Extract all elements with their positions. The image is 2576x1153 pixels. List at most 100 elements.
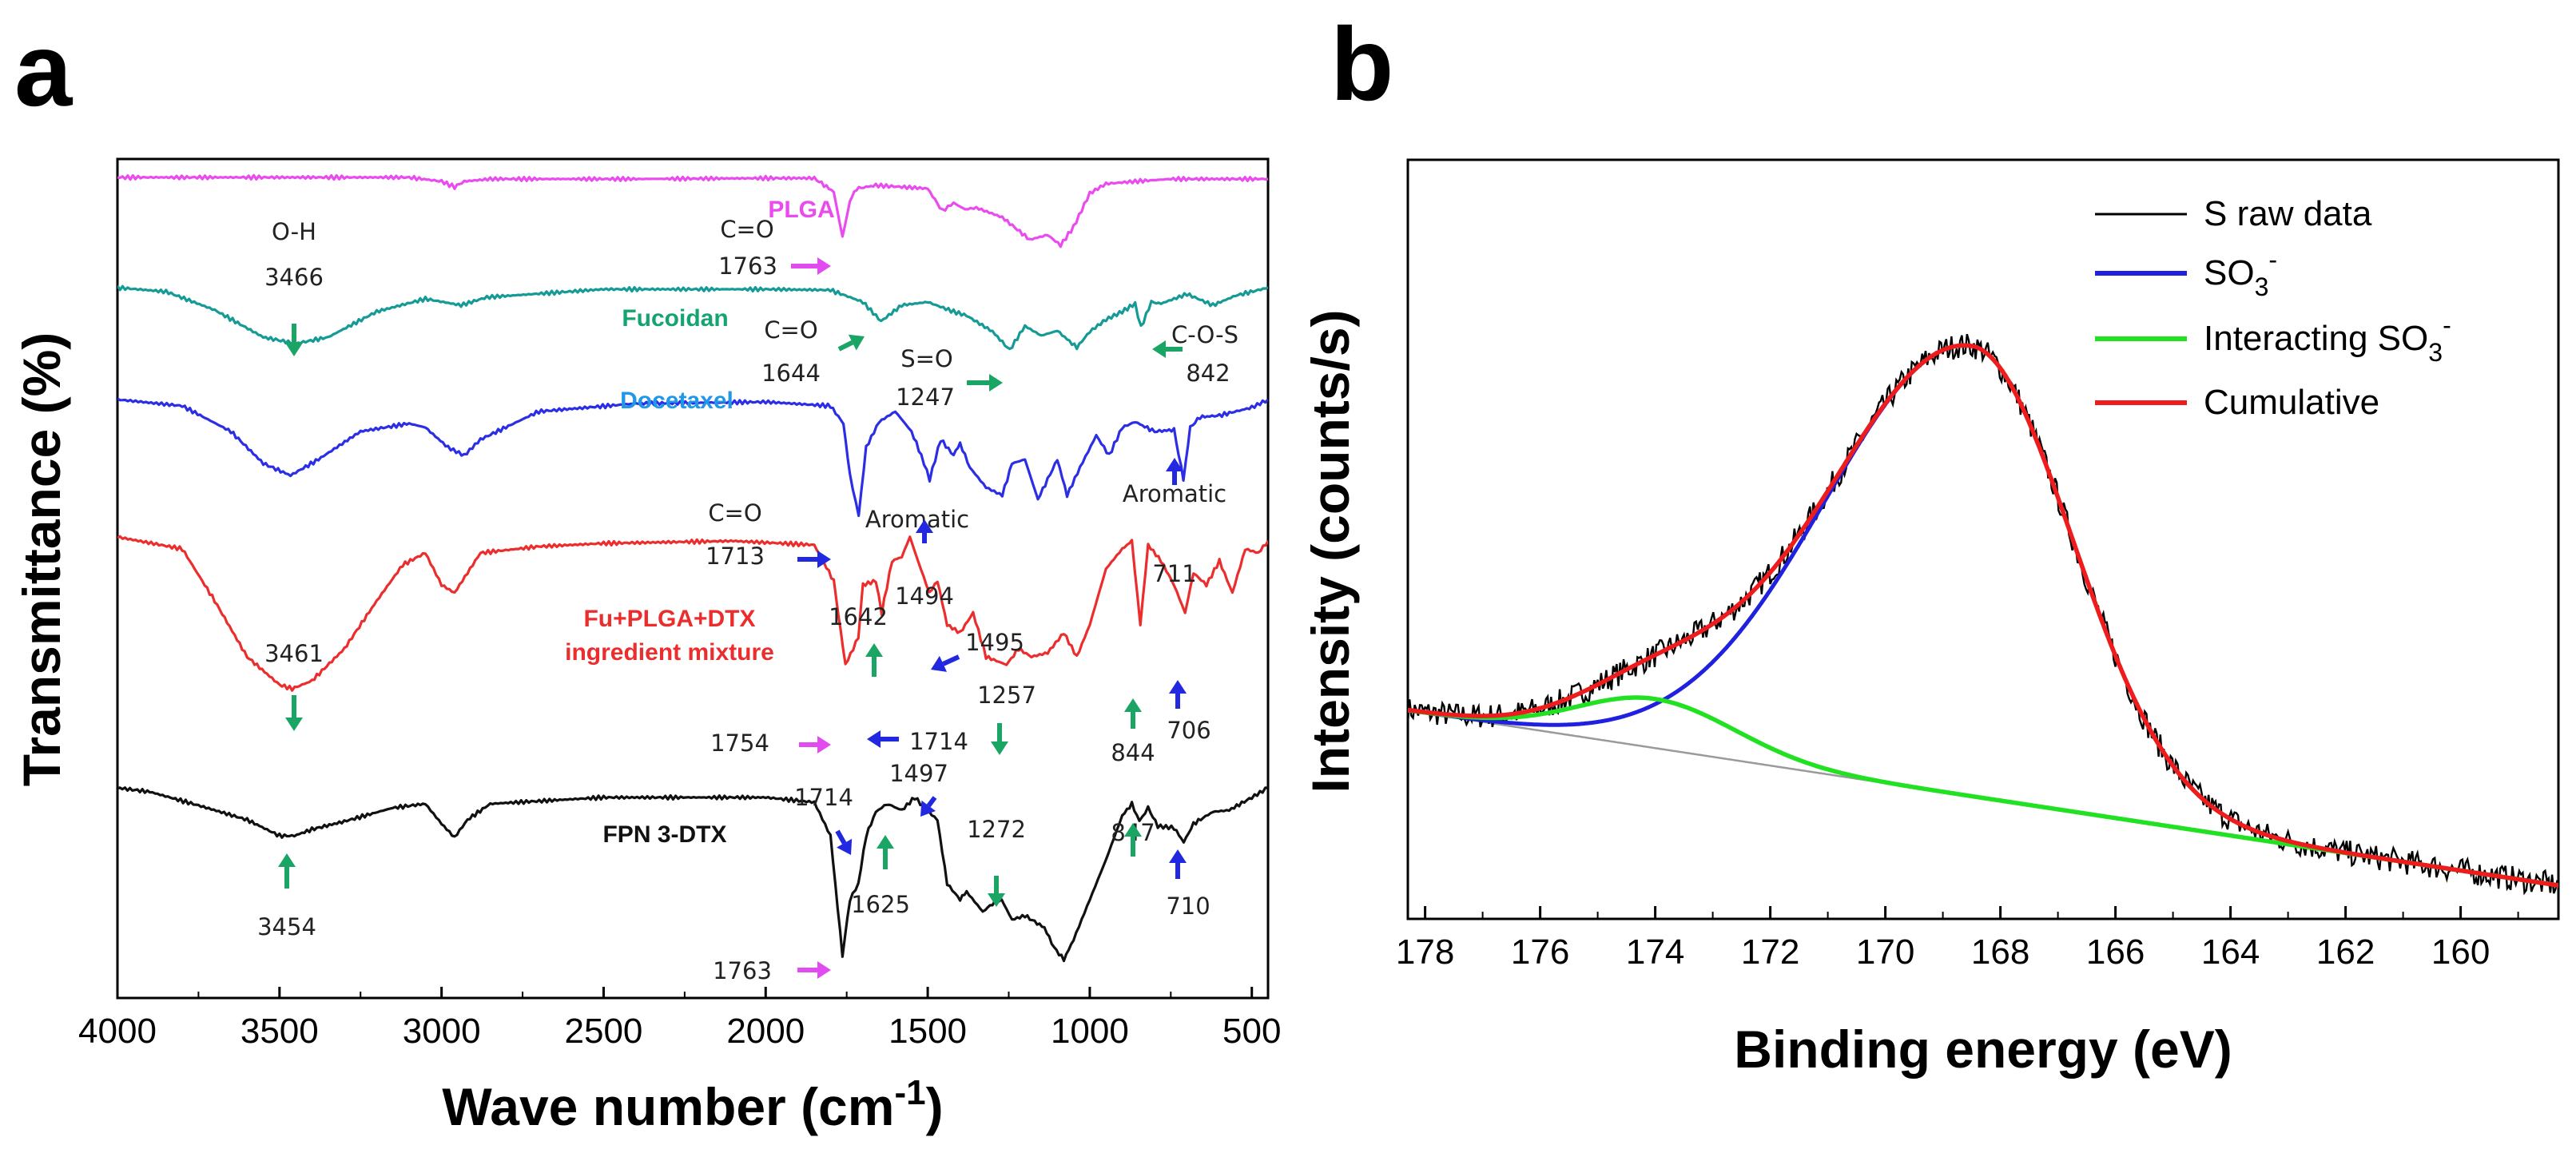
annotation-arrow [835, 829, 853, 855]
x-tick-label: 170 [1856, 932, 1914, 972]
so3-component-line [1408, 343, 2558, 888]
peak-annotation: 711 [1152, 560, 1196, 587]
x-tick-label: 500 [1222, 1012, 1281, 1051]
peak-annotation: 1642 [829, 603, 888, 630]
peak-annotation: Aromatic [865, 506, 969, 533]
series-line-fpn-3-dtx [117, 786, 1268, 963]
legend-item: Interacting SO3- [2095, 311, 2451, 367]
annotation-arrow [799, 736, 831, 753]
peak-annotation: 1763 [718, 252, 777, 280]
peak-annotation: 842 [1186, 360, 1230, 387]
raw-data-line [1408, 333, 2558, 896]
panel-b-letter: b [1330, 6, 1393, 122]
peak-annotation: 1763 [713, 957, 772, 984]
legend-label: S raw data [2204, 194, 2372, 233]
peak-annotation: 1497 [889, 760, 948, 787]
peak-annotation: O-H [272, 218, 316, 245]
legend-item: S raw data [2095, 194, 2372, 233]
peak-annotation: 1644 [761, 360, 821, 387]
series-label: Fu+PLGA+DTX [583, 606, 755, 632]
peak-annotation: 1714 [909, 728, 968, 755]
annotation-arrow [991, 723, 1008, 755]
x-tick-label: 162 [2316, 932, 2375, 972]
x-tick-label: 176 [1511, 932, 1569, 972]
peak-annotation: 1625 [851, 891, 910, 918]
peak-annotation: 3466 [264, 264, 324, 291]
x-tick-label: 168 [1971, 932, 2029, 972]
series-line-fu-plga-dtx [117, 535, 1268, 692]
annotation-arrow [285, 695, 303, 731]
x-tick-label: 172 [1741, 932, 1799, 972]
peak-annotation: C=O [708, 499, 761, 527]
peak-annotation: 706 [1167, 717, 1210, 744]
annotation-arrow [791, 257, 831, 275]
annotation-arrow [865, 643, 883, 677]
annotation-arrow [1169, 680, 1187, 709]
annotation-arrow [1124, 698, 1142, 729]
panel-b-chart: 178 176 174 172 170 168 166 164 162 160 S raw dat… [1301, 158, 2560, 1079]
peak-annotation: S=O [900, 345, 953, 372]
annotation-arrow [797, 961, 831, 979]
panel-a-plot-frame [116, 157, 1270, 1000]
annotation-arrow [867, 730, 899, 748]
peak-annotation: 3454 [257, 913, 316, 940]
x-tick-label: 1500 [888, 1012, 967, 1051]
annotation-arrow [797, 551, 831, 568]
x-tick-label: 178 [1396, 932, 1454, 972]
annotation-arrow [1152, 340, 1183, 358]
annotation-arrow [920, 796, 937, 817]
peak-annotation: C=O [720, 216, 773, 243]
peak-annotation: C=O [764, 316, 817, 344]
peak-annotation: 844 [1111, 739, 1155, 766]
x-tick-label: 164 [2201, 932, 2260, 972]
peak-annotation: 1713 [706, 543, 765, 570]
annotation-arrow [1166, 458, 1183, 485]
series-label: Fucoidan [622, 305, 728, 332]
series-line-fucoidan [117, 284, 1268, 351]
x-tick-label: 160 [2431, 932, 2490, 972]
x-tick-label: 3000 [403, 1012, 481, 1051]
cumulative-line [1408, 343, 2558, 888]
annotation-arrow [837, 334, 865, 352]
peak-annotation: 710 [1166, 893, 1210, 920]
x-tick-label: 1000 [1051, 1012, 1129, 1051]
series-line-docetaxel [117, 397, 1268, 518]
annotation-arrow [967, 374, 1003, 392]
series-label-line2: ingredient mixture [565, 639, 774, 666]
series-label: PLGA [768, 197, 834, 223]
peak-annotation: 1272 [967, 816, 1026, 843]
annotation-arrow [1124, 823, 1142, 857]
panel-b-x-axis-title: Binding energy (eV) [1734, 1020, 2232, 1079]
series-label: FPN 3-DTX [602, 821, 726, 848]
annotation-arrow [1169, 849, 1187, 879]
peak-annotation: 1754 [710, 730, 769, 757]
panel-b-plot-frame [1406, 158, 2560, 920]
annotation-arrow [916, 519, 933, 543]
panel-a-chart: 4000 3500 3000 2500 2000 1500 1000 500 PLGA Fuco… [12, 157, 1281, 1136]
x-tick-label: 3500 [241, 1012, 319, 1051]
x-tick-label: 174 [1626, 932, 1684, 972]
peak-annotation: 3461 [264, 640, 324, 667]
annotation-arrow [877, 835, 894, 869]
series-line-plga [117, 173, 1268, 248]
series-label: Docetaxel [620, 388, 733, 414]
peak-annotation: 1257 [977, 682, 1036, 709]
legend-label: Cumulative [2204, 383, 2379, 422]
x-tick-label: 2500 [565, 1012, 643, 1051]
panel-a-y-axis-title: Transmittance (%) [12, 332, 71, 786]
annotation-arrow [931, 654, 960, 672]
peak-annotation: 1494 [895, 582, 954, 610]
legend-label: Interacting SO3- [2204, 311, 2451, 367]
panel-a-letter: a [14, 11, 74, 128]
peak-annotation: 1495 [965, 629, 1024, 656]
annotation-arrow [988, 876, 1005, 907]
peak-annotation: 1247 [896, 384, 955, 411]
annotation-arrow [278, 853, 296, 889]
peak-annotation: 1714 [794, 784, 853, 811]
legend-item: SO3- [2095, 245, 2277, 301]
panel-a-x-axis-title: Wave number (cm-1) [442, 1073, 943, 1136]
peak-annotation: C-O-S [1171, 321, 1238, 348]
legend-item: Cumulative [2095, 383, 2379, 422]
x-tick-label: 2000 [726, 1012, 805, 1051]
